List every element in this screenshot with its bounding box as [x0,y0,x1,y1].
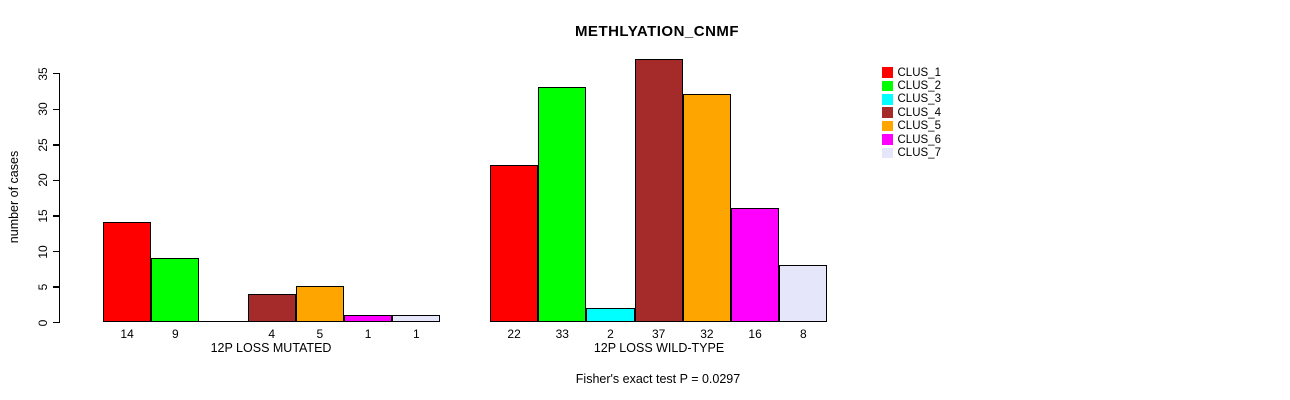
bar-clus_4-group2 [635,59,683,322]
legend-label: CLUS_5 [897,120,941,133]
x-group-label-mutated: 12P LOSS MUTATED [210,341,332,355]
legend-swatch-clus_4 [882,107,893,118]
legend-item-clus_5: CLUS_5 [882,120,941,133]
bar-value-label: 32 [700,327,714,341]
y-tick-label: 30 [36,102,50,116]
y-axis-line [59,73,61,323]
y-tick-mark [53,144,59,146]
bar-clus_6-group1 [344,315,392,322]
legend-item-clus_3: CLUS_3 [882,93,941,106]
y-tick-mark [53,286,59,288]
y-tick-mark [53,215,59,217]
bar-clus_1-group1 [103,222,151,322]
y-tick-label: 10 [36,244,50,259]
y-tick-label: 15 [36,209,50,223]
bar-value-label: 16 [748,327,762,341]
bar-value-label: 1 [364,327,372,341]
legend-swatch-clus_5 [882,120,893,132]
bar-value-label: 1 [412,327,420,341]
legend-label: CLUS_7 [897,146,941,159]
bar-clus_3-group2 [586,308,635,322]
y-tick-mark [53,108,59,110]
legend-item-clus_6: CLUS_6 [882,133,941,146]
bar-clus_5-group2 [683,94,731,322]
legend-item-clus_7: CLUS_7 [882,146,941,159]
legend-item-clus_2: CLUS_2 [882,79,941,92]
bar-clus_7-group2 [779,265,827,322]
legend-item-clus_1: CLUS_1 [882,66,941,79]
bar-clus_4-group1 [248,294,296,322]
bar-value-label: 8 [799,327,807,341]
fishers-test-annotation: Fisher's exact test P = 0.0297 [575,372,741,386]
bar-value-label: 4 [268,327,276,341]
bar-value-label: 2 [607,327,614,341]
legend-label: CLUS_1 [897,66,941,79]
y-tick-label: 25 [36,138,50,152]
bar-value-label: 9 [171,327,179,341]
x-group-label-wild-type: 12P LOSS WILD-TYPE [593,341,725,355]
chart-title: METHLYATION_CNMF [574,23,740,40]
bar-value-label: 5 [316,327,324,341]
legend-swatch-clus_2 [882,80,893,92]
y-tick-mark [53,73,59,75]
y-tick-mark [53,250,59,253]
y-axis-title: number of cases [7,150,21,244]
bar-clus_2-group2 [538,87,586,322]
bar-value-label: 22 [507,327,521,341]
legend-swatch-clus_1 [882,67,893,78]
legend-label: CLUS_3 [897,93,941,106]
bar-value-label: 33 [555,327,569,341]
legend-label: CLUS_4 [897,106,941,119]
bar-value-label: 14 [120,327,134,341]
bar-clus_2-group1 [151,258,199,322]
bar-value-label: 37 [652,327,666,341]
bar-clus_7-group1 [392,315,440,322]
bar-clus_1-group2 [490,165,538,322]
legend-swatch-clus_7 [882,147,893,159]
legend-item-clus_4: CLUS_4 [882,106,941,119]
zero-height-bar-clus_3-group1 [199,321,248,323]
y-tick-label: 5 [36,283,50,291]
bar-clus_5-group1 [296,286,344,322]
bar-clus_6-group2 [731,208,779,322]
y-tick-label: 35 [36,67,50,81]
y-tick-mark [53,322,59,324]
legend-swatch-clus_6 [882,134,893,145]
y-tick-mark [53,179,59,182]
y-tick-label: 0 [36,319,50,327]
legend-swatch-clus_3 [882,94,893,105]
legend-label: CLUS_2 [897,79,941,92]
legend-label: CLUS_6 [897,133,941,146]
y-tick-label: 20 [36,173,50,188]
